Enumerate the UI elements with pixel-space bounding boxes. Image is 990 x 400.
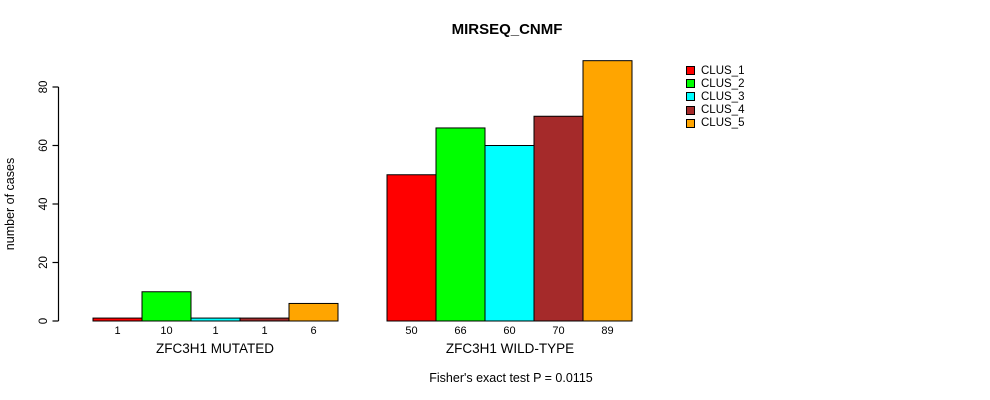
y-axis-tick-label: 20 xyxy=(38,256,50,269)
bar-value-label: 1 xyxy=(114,325,120,337)
legend-label: CLUS_4 xyxy=(701,104,745,117)
x-group-label-wildtype: ZFC3H1 WILD-TYPE xyxy=(445,341,575,356)
legend-swatch-CLUS_3 xyxy=(686,92,695,102)
bar-wildtype-CLUS_5 xyxy=(582,60,633,322)
bar-wildtype-CLUS_4 xyxy=(533,115,584,322)
y-axis-tick-label: 60 xyxy=(38,139,50,152)
legend-label: CLUS_3 xyxy=(701,90,745,103)
bar-value-label: 89 xyxy=(601,325,613,337)
bar-mutated-CLUS_5 xyxy=(288,302,339,322)
y-axis-tick-label: 80 xyxy=(38,81,50,94)
bar-mutated-CLUS_4 xyxy=(239,317,290,322)
bar-value-label: 50 xyxy=(405,325,417,337)
bar-wildtype-CLUS_1 xyxy=(386,174,437,322)
bar-wildtype-CLUS_3 xyxy=(484,145,535,322)
bar-wildtype-CLUS_2 xyxy=(435,127,486,322)
x-group-label-mutated: ZFC3H1 MUTATED xyxy=(156,341,274,356)
legend: CLUS_1 CLUS_2 CLUS_3 CLUS_4 CLUS_5 xyxy=(686,64,744,130)
legend-item-CLUS_2: CLUS_2 xyxy=(686,77,744,90)
chart-title: MIRSEQ_CNMF xyxy=(451,21,563,38)
bar-mutated-CLUS_2 xyxy=(141,291,192,322)
fisher-test-caption: Fisher's exact test P = 0.0115 xyxy=(429,371,593,385)
bar-value-label: 66 xyxy=(454,325,466,337)
bar-mutated-CLUS_3 xyxy=(190,317,241,322)
bar-mutated-CLUS_1 xyxy=(92,317,143,322)
legend-swatch-CLUS_5 xyxy=(686,118,695,128)
legend-label: CLUS_1 xyxy=(701,64,745,77)
legend-item-CLUS_3: CLUS_3 xyxy=(686,90,744,103)
legend-item-CLUS_5: CLUS_5 xyxy=(686,117,744,130)
y-axis-title: number of cases xyxy=(3,158,17,250)
legend-label: CLUS_2 xyxy=(701,77,745,90)
y-axis-tick-label: 40 xyxy=(38,198,50,211)
legend-item-CLUS_4: CLUS_4 xyxy=(686,104,744,117)
bar-value-label: 1 xyxy=(212,325,218,337)
bar-value-label: 1 xyxy=(261,325,267,337)
bar-value-label: 70 xyxy=(552,325,564,337)
legend-swatch-CLUS_1 xyxy=(686,66,695,76)
bar-value-label: 10 xyxy=(160,325,172,337)
legend-label: CLUS_5 xyxy=(701,117,745,130)
y-axis-tick-label: 0 xyxy=(38,318,50,324)
bar-value-label: 6 xyxy=(310,325,316,337)
legend-item-CLUS_1: CLUS_1 xyxy=(686,64,744,77)
legend-swatch-CLUS_2 xyxy=(686,79,695,89)
bar-value-label: 60 xyxy=(503,325,515,337)
legend-swatch-CLUS_4 xyxy=(686,105,695,115)
